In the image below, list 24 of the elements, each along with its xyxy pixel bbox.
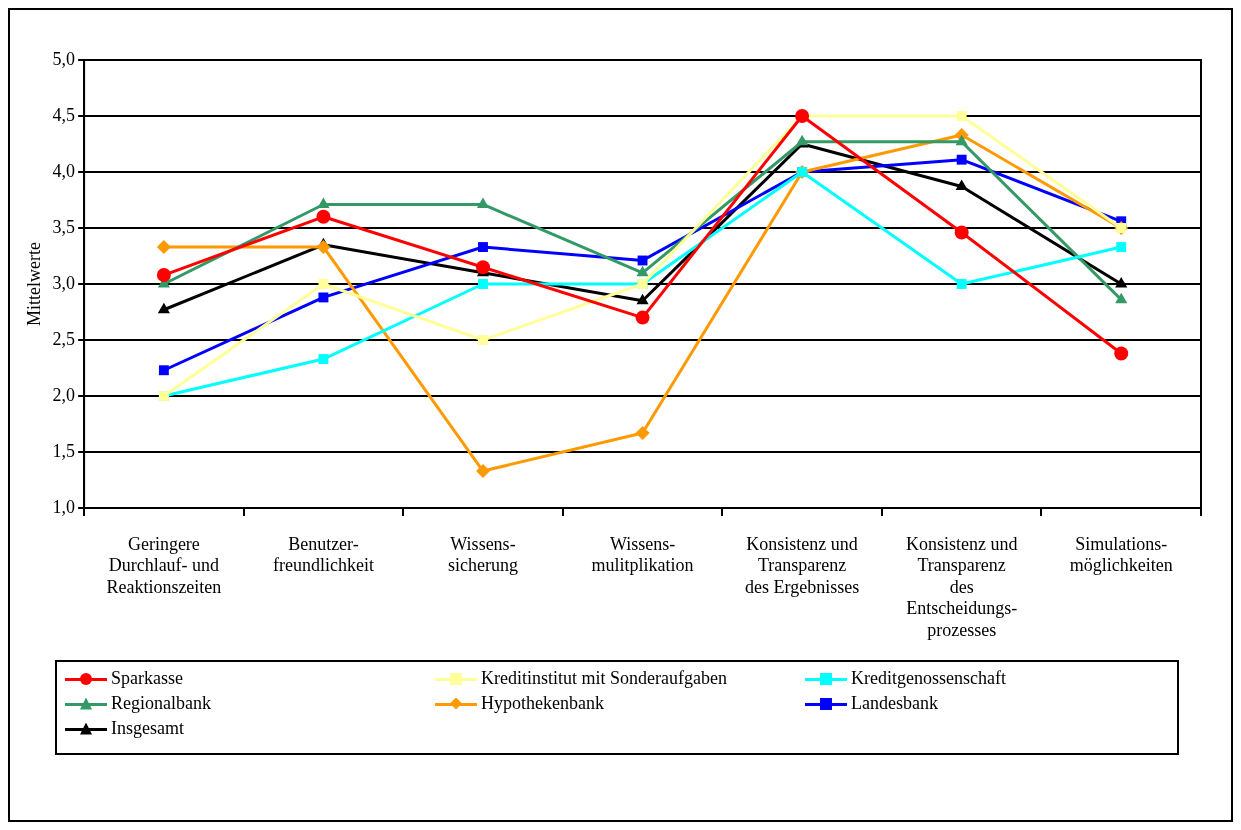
y-tick-label: 5,0 [52, 48, 76, 69]
y-axis-title: Mittelwerte [23, 242, 44, 326]
y-tick-label: 1,5 [52, 440, 76, 461]
x-tick-label: Simulations- möglichkeiten [1069, 533, 1173, 576]
legend-label: Landesbank [851, 693, 938, 714]
y-tick-label: 3,5 [52, 216, 76, 237]
legend-label: Hypothekenbank [481, 693, 604, 714]
legend-label: Kreditinstitut mit Sonderaufgaben [481, 668, 727, 689]
x-tick-label: Wissens- mulitplikation [591, 533, 694, 576]
x-tick-label: Wissens- sicherung [448, 533, 518, 576]
x-tick-label: Konsistenz und Transparenz des Entscheidungs- prozesses [905, 533, 1018, 640]
legend-label: Regionalbank [111, 693, 211, 714]
y-tick-label: 2,5 [52, 328, 76, 349]
y-tick-label: 2,0 [52, 384, 76, 405]
x-tick-label: Benutzer- freundlichkeit [272, 533, 374, 576]
legend-label: Kreditgenossenschaft [851, 668, 1006, 689]
y-tick-label: 4,5 [52, 104, 76, 125]
legend-label: Sparkasse [111, 668, 183, 689]
y-tick-label: 4,0 [52, 160, 76, 181]
x-tick-label: Konsistenz und Transparenz des Ergebnisses [745, 533, 860, 597]
y-tick-label: 3,0 [52, 272, 76, 293]
x-tick-label: Geringere Durchlauf- und Reaktionszeiten [106, 533, 222, 597]
legend-label: Insgesamt [111, 718, 184, 739]
y-tick-label: 1,0 [52, 496, 76, 517]
